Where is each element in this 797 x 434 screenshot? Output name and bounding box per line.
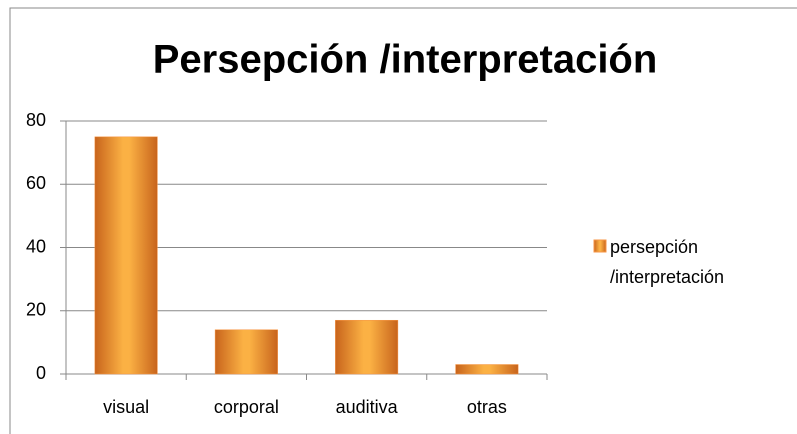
chart-title: Persepción /interpretación	[153, 38, 658, 82]
legend-swatch	[593, 239, 607, 253]
y-tick-label: 20	[26, 300, 46, 320]
frame-border	[9, 7, 797, 434]
x-tick-label: corporal	[214, 397, 279, 417]
bar	[94, 136, 158, 375]
legend-label: persepción /interpretación	[610, 237, 725, 287]
y-tick-label: 0	[36, 363, 46, 383]
bar	[455, 364, 519, 375]
y-tick-label: 80	[26, 110, 46, 130]
bar	[214, 329, 278, 375]
x-tick-label: otras	[467, 397, 507, 417]
x-tick-label: auditiva	[336, 397, 399, 417]
y-tick-label: 60	[26, 173, 46, 193]
x-tick-label: visual	[103, 397, 149, 417]
y-tick-label: 40	[26, 236, 46, 256]
bar	[335, 319, 399, 375]
